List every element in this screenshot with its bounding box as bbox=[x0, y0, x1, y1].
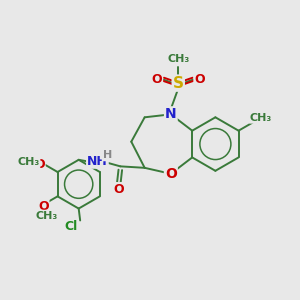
Text: O: O bbox=[34, 158, 45, 171]
Text: O: O bbox=[194, 73, 205, 86]
Text: NH: NH bbox=[87, 155, 108, 168]
Text: O: O bbox=[165, 167, 177, 181]
Text: CH₃: CH₃ bbox=[17, 157, 40, 167]
Text: Cl: Cl bbox=[64, 220, 78, 233]
Text: CH₃: CH₃ bbox=[35, 211, 57, 221]
Text: H: H bbox=[103, 150, 112, 160]
Text: O: O bbox=[113, 183, 124, 196]
Text: O: O bbox=[152, 73, 162, 86]
Text: CH₃: CH₃ bbox=[250, 113, 272, 123]
Text: N: N bbox=[165, 107, 177, 121]
Text: S: S bbox=[173, 76, 184, 91]
Text: O: O bbox=[38, 200, 49, 213]
Text: CH₃: CH₃ bbox=[167, 54, 189, 64]
